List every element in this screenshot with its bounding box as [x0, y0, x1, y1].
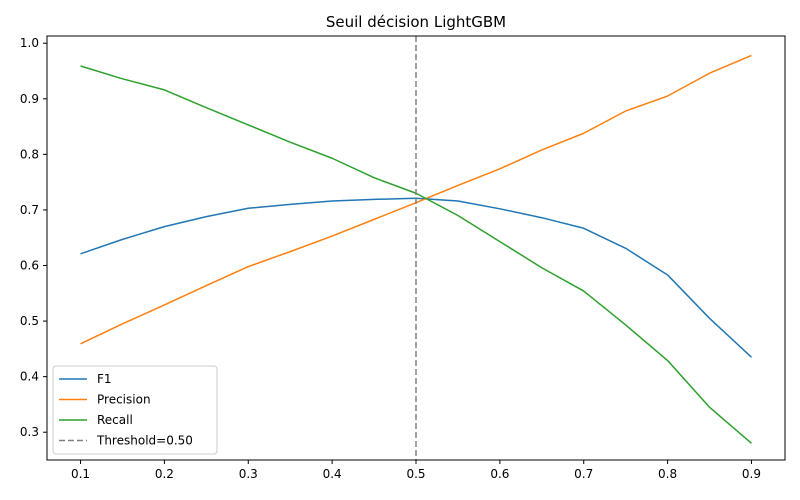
y-tick-label: 0.7	[20, 203, 39, 217]
axes-frame	[46, 35, 786, 461]
y-tick-label: 0.9	[20, 92, 39, 106]
legend-label-recall: Recall	[97, 413, 133, 427]
legend-box	[52, 365, 218, 455]
plot-area: 0.1 0.2 0.3 0.4 0.5 0.6 0.7 0.8 0.9 0.3 0.4 0.5 0.6…	[20, 35, 786, 481]
x-tick-label: 0.4	[323, 467, 342, 481]
y-tick-label: 0.6	[20, 259, 39, 273]
y-tick-label: 1.0	[20, 36, 39, 50]
legend-label-threshold-0-50: Threshold=0.50	[96, 434, 193, 448]
legend-label-f1: F1	[97, 372, 112, 386]
x-tick-label: 0.2	[155, 467, 174, 481]
x-tick-label: 0.6	[490, 467, 509, 481]
legend-label-precision: Precision	[97, 393, 151, 407]
y-axis: 0.3 0.4 0.5 0.6 0.7 0.8 0.9 1.0	[20, 36, 47, 439]
y-tick-label: 0.5	[20, 314, 39, 328]
y-tick-label: 0.8	[20, 147, 39, 161]
x-axis: 0.1 0.2 0.3 0.4 0.5 0.6 0.7 0.8 0.9	[71, 460, 761, 481]
y-tick-label: 0.4	[20, 370, 39, 384]
series-lines	[80, 36, 752, 460]
x-tick-label: 0.3	[239, 467, 258, 481]
x-tick-label: 0.9	[742, 467, 761, 481]
x-tick-label: 0.5	[406, 467, 425, 481]
chart-title: Seuil décision LightGBM	[326, 13, 506, 31]
x-tick-label: 0.7	[574, 467, 593, 481]
x-tick-label: 0.1	[71, 467, 90, 481]
x-tick-label: 0.8	[658, 467, 677, 481]
y-tick-label: 0.3	[20, 425, 39, 439]
legend: F1 Precision Recall Threshold=0.50	[52, 365, 218, 455]
